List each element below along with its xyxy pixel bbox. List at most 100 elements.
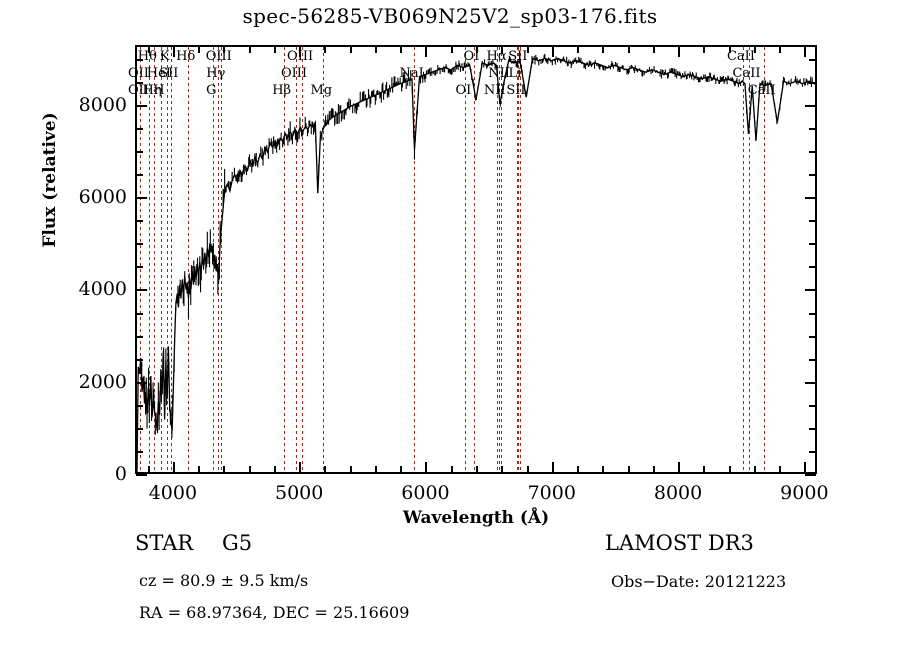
x-minor-tick [728,466,731,473]
line-marker [465,47,467,472]
x-tick-label: 7000 [527,482,576,504]
spectral-line-label: NaI [399,66,424,81]
spectral-line-label: Hβ [272,83,292,98]
x-major-tick [551,462,554,473]
line-marker [748,47,750,472]
y-tick-label: 0 [114,463,127,485]
spectral-line-label: SII [508,49,528,64]
x-minor-tick [273,466,276,473]
x-minor-tick [476,466,478,473]
line-marker [519,47,521,472]
x-minor-tick [450,466,453,473]
x-minor-tick [248,466,251,473]
y-minor-tick [136,335,143,338]
survey-label: LAMOST DR3 [605,531,754,555]
spectral-line-label: K [159,49,170,64]
x-minor-tick [223,466,226,473]
x-major-tick [299,462,302,473]
x-tick-label: 6000 [401,482,450,504]
y-minor-tick [136,404,143,407]
x-major-tick [172,462,175,473]
y-tick-label: 8000 [78,93,127,116]
x-minor-tick [374,466,377,473]
x-tick-label: 4000 [148,482,198,504]
x-minor-tick-top [324,46,327,53]
spectral-class: G5 [222,531,253,555]
line-marker [743,47,744,472]
y-minor-tick [136,220,143,223]
y-minor-tick [136,128,143,131]
x-minor-tick-top [476,46,478,53]
y-minor-tick-right [809,358,816,361]
x-tick-label: 8000 [653,482,703,504]
flux-noise [140,54,815,438]
x-minor-tick-top [602,46,605,53]
x-major-tick-top [172,46,175,57]
line-marker [149,47,151,472]
x-minor-tick [577,466,580,473]
line-marker [187,47,189,472]
line-marker [496,47,498,472]
y-minor-tick-right [809,312,816,315]
line-marker [763,47,765,472]
y-minor-tick-right [809,450,816,453]
y-major-tick [136,474,147,476]
spectral-line-label: CaII [747,83,776,98]
page-title: spec-56285-VB069N25V2_sp03-176.fits [242,4,658,28]
spectral-line-label: Hη [142,83,162,98]
object-type: STAR [135,531,194,555]
y-minor-tick-right [809,174,816,177]
x-minor-tick [349,466,352,473]
plot-frame [135,45,817,474]
x-minor-tick-top [223,46,226,53]
x-minor-tick-top [400,46,403,53]
line-marker [501,47,503,472]
y-major-tick-right [805,381,816,384]
y-minor-tick-right [809,81,816,84]
x-major-tick [678,462,681,473]
y-minor-tick-right [809,335,816,338]
x-minor-tick [526,466,529,473]
line-marker [217,47,219,472]
x-minor-tick-top [652,46,655,53]
y-minor-tick-right [809,266,816,269]
x-minor-tick [324,466,327,473]
y-minor-tick-right [809,58,816,61]
x-minor-tick-top [627,46,630,53]
spectral-line-label: Hδ [176,49,196,64]
y-major-tick [136,289,147,292]
y-tick-label: 2000 [78,370,127,393]
y-minor-tick-right [809,243,816,246]
x-major-tick [804,462,807,473]
y-minor-tick [136,427,143,430]
spectral-line-label: Hθ [137,49,157,64]
line-marker [302,47,304,472]
y-tick-label: 6000 [78,186,127,209]
y-minor-tick [136,243,143,246]
spectral-line-label: OIII [287,49,314,64]
x-tick-label: 9000 [780,482,829,504]
x-minor-tick-top [577,46,580,53]
spectral-line-label: NII [488,66,510,81]
x-minor-tick-top [450,46,453,53]
x-minor-tick-top [703,46,706,53]
x-minor-tick [400,466,403,473]
spectral-line-label: G [206,83,217,98]
x-minor-tick-top [728,46,731,53]
y-minor-tick-right [809,404,816,407]
y-minor-tick [136,450,143,453]
line-marker [413,47,415,472]
spectral-line-label: OIII [280,66,308,81]
plot-area [137,47,815,472]
line-marker [160,47,162,472]
y-major-tick-right [805,474,816,476]
x-major-tick-top [425,46,428,57]
x-minor-tick [703,466,706,473]
x-minor-tick-top [248,46,251,53]
y-minor-tick-right [809,427,816,430]
x-tick-label: 5000 [274,482,324,504]
y-major-tick-right [805,104,816,107]
spectrum-curve [137,47,815,472]
line-marker [296,47,297,472]
